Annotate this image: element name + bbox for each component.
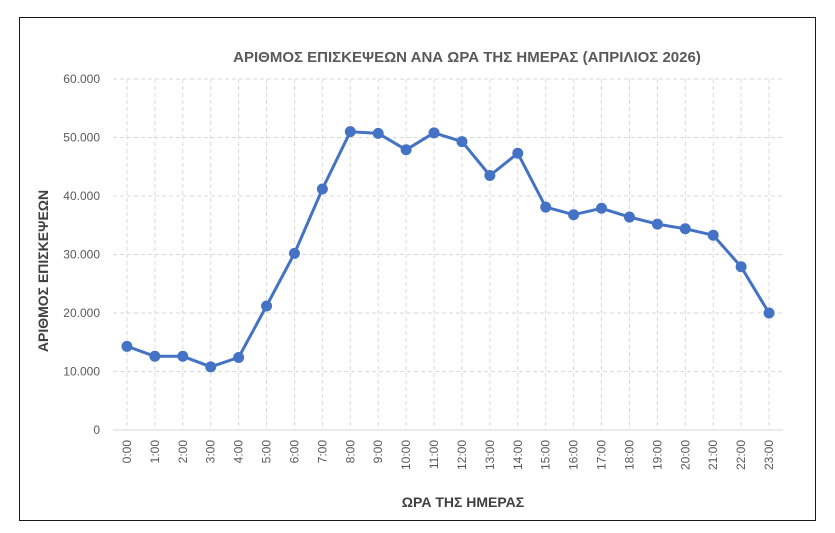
data-point (205, 361, 217, 373)
data-point (121, 340, 133, 352)
data-point (344, 126, 356, 138)
x-tick-label: 22:00 (734, 440, 748, 470)
data-point (651, 218, 663, 230)
data-point (512, 147, 524, 159)
y-tick-label: 0 (93, 423, 100, 437)
data-point (596, 202, 608, 214)
chart-title: ΑΡΙΘΜΟΣ ΕΠΙΣΚΕΨΕΩΝ ΑΝΑ ΩΡΑ ΤΗΣ ΗΜΕΡΑΣ (Α… (233, 49, 701, 66)
x-tick-label: 19:00 (650, 440, 664, 470)
data-point (623, 211, 635, 223)
x-axis-ticks: 0:00 1:00 2:00 3:00 4:00 5:00 6:00 7:00 8:00 9:00… (120, 440, 776, 470)
x-tick-label: 8:00 (343, 440, 357, 464)
x-tick-label: 7:00 (315, 440, 329, 464)
data-point (484, 170, 496, 182)
y-axis-ticks: 0 10.000 20.000 30.000 40.000 50.000 60.000 (63, 72, 100, 437)
data-point (372, 127, 384, 139)
data-point (707, 229, 719, 241)
x-tick-label: 2:00 (176, 440, 190, 464)
x-tick-label: 5:00 (260, 440, 274, 464)
x-tick-label: 9:00 (371, 440, 385, 464)
x-tick-label: 6:00 (287, 440, 301, 464)
y-tick-label: 40.000 (63, 189, 100, 203)
x-tick-label: 11:00 (427, 440, 441, 469)
x-tick-label: 23:00 (762, 440, 776, 470)
x-tick-label: 10:00 (399, 440, 413, 470)
data-point (177, 350, 189, 362)
x-tick-label: 15:00 (539, 440, 553, 470)
x-tick-label: 0:00 (120, 440, 134, 464)
data-point (763, 307, 775, 319)
y-tick-label: 60.000 (63, 72, 100, 86)
x-tick-label: 21:00 (706, 440, 720, 470)
data-point (456, 136, 468, 148)
data-point (568, 209, 580, 221)
gridlines (113, 78, 783, 431)
x-tick-label: 16:00 (567, 440, 581, 470)
x-axis-title: ΩΡΑ ΤΗΣ ΗΜΕΡΑΣ (402, 494, 524, 510)
y-tick-label: 20.000 (63, 306, 100, 320)
data-point (400, 144, 412, 156)
data-point (261, 300, 273, 312)
x-tick-label: 20:00 (678, 440, 692, 470)
x-tick-label: 13:00 (483, 440, 497, 470)
x-tick-label: 1:00 (148, 440, 162, 464)
y-tick-label: 10.000 (63, 365, 100, 379)
data-point (735, 261, 747, 273)
data-point (233, 351, 245, 363)
data-point (316, 183, 328, 195)
data-point (428, 127, 440, 139)
y-tick-label: 30.000 (63, 248, 100, 262)
y-tick-label: 50.000 (63, 131, 100, 145)
data-point (288, 247, 300, 259)
x-tick-label: 14:00 (511, 440, 525, 470)
x-tick-label: 4:00 (232, 440, 246, 464)
data-point (149, 350, 161, 362)
chart-frame (19, 17, 816, 521)
x-tick-label: 12:00 (455, 440, 469, 470)
data-point (679, 223, 691, 235)
x-tick-label: 17:00 (595, 440, 609, 470)
y-axis-title: ΑΡΙΘΜΟΣ ΕΠΙΣΚΕΨΕΩΝ (35, 190, 51, 352)
x-tick-label: 18:00 (622, 440, 636, 470)
x-tick-label: 3:00 (204, 440, 218, 464)
series (121, 126, 775, 373)
data-point (540, 201, 552, 213)
series-line (126, 130, 771, 369)
